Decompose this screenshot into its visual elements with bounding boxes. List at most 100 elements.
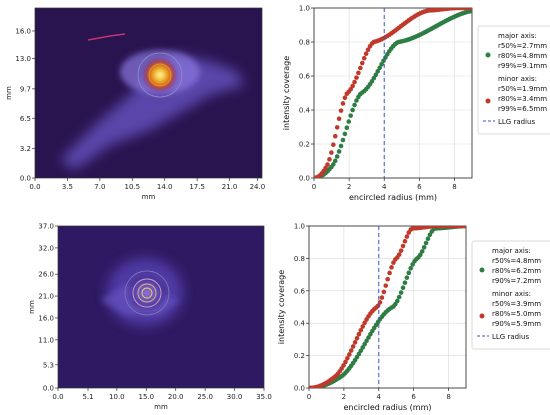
legend-major-marker [479,267,485,273]
x-tick-label: 8 [446,393,450,401]
y-tick-label: 0.2 [294,352,305,360]
y-tick-label: 16.0 [38,314,54,322]
legend-minor-title: minor axis: [492,290,531,298]
contour-ring-r80 [137,283,157,303]
data-point-minor [348,348,354,353]
x-tick-label: 4 [382,183,387,191]
legend-major-title: major axis: [492,247,531,255]
x-tick-label: 0 [307,393,311,401]
x-tick-label: 10.5 [124,183,140,191]
data-point-major [375,69,381,74]
data-point-minor [346,352,352,357]
y-tick-label: 1.0 [294,223,305,231]
data-point-major [377,65,382,71]
x-tick-label: 30.0 [227,393,243,401]
data-point-major [373,72,379,78]
data-point-minor [363,51,369,57]
data-point-major [394,298,400,304]
series-group [309,226,466,388]
legend-box [471,240,550,350]
y-axis-label: intensity coverage [277,270,286,344]
x-tick-label: 21.0 [222,183,238,191]
beam-image-bottom-core [127,275,167,311]
y-tick-label: 32.0 [38,244,54,252]
legend-minor-line: r99%=6.5mm [498,105,547,113]
legend-minor-marker [479,313,485,319]
x-tick-label: 8 [452,183,456,191]
data-point-minor [385,276,390,282]
legend-major-line: r80%=4.8mm [498,52,547,60]
data-point-minor [362,320,367,326]
data-point-minor [340,101,346,106]
x-tick-label: 5.1 [82,393,93,401]
data-point-major [404,275,410,280]
data-point-minor [342,95,348,101]
data-point-major [417,252,423,258]
y-tick-label: 37.0 [38,223,54,231]
x-tick-label: 0.0 [52,393,63,401]
data-point-minor [468,8,472,11]
data-point-major [348,113,353,118]
data-point-minor [360,324,366,329]
data-point-minor [350,344,356,349]
data-point-minor [336,116,342,122]
contour-ring-r99 [137,52,183,98]
legend-major-line: r50%=4.8mm [492,257,541,265]
data-point-minor [398,248,404,253]
data-point-minor [356,331,362,337]
data-point-major [342,131,348,137]
y-tick-label: 0.6 [294,287,306,295]
legend-major-line: r80%=6.2mm [492,267,541,275]
y-tick-label: 11.0 [38,336,54,344]
data-point-minor [343,359,348,365]
legend-llg-label: LLG radius [498,118,535,126]
legend-major-line: r90%=7.2mm [492,277,541,285]
data-point-minor [354,75,359,80]
data-point-major [360,345,366,350]
contour-ring-outer [124,270,170,316]
legend-box [477,25,550,135]
y-tick-label: 0.6 [299,73,311,81]
legend-minor-line: r50%=3.9mm [492,300,541,308]
data-point-minor [462,226,466,229]
data-point-major [398,290,404,295]
y-axis-label: mm [28,300,36,314]
data-point-minor [354,335,360,341]
data-point-major [334,154,340,159]
x-axis-label: encircled radius (mm) [344,403,432,412]
beam-image-top-streak [87,33,126,41]
beam-image-top-hotspot [142,57,178,93]
contour-ring-r80 [148,63,172,87]
y-tick-label: 3.2 [20,145,31,153]
x-axis-label: mm [154,403,168,411]
data-point-major [371,75,377,81]
x-tick-label: 6 [411,393,416,401]
plot-frame [313,7,473,179]
legend-llg-label: LLG radius [492,333,529,341]
data-point-minor [350,83,355,89]
beam-image-bottom-axes: 0.0 5.1 10.0 15.0 20.0 25.0 30.0 35.0 0.0 5.3 11.0… [28,223,272,412]
data-point-major [354,98,359,103]
coverage-plot-bottom: 0 2 4 6 8 0.0 0.2 0.4 0.6 0.8 1.0 encircled radius … [277,223,550,412]
legend-minor-line: r90%=5.9mm [492,320,541,328]
data-point-major [332,158,338,164]
data-point-minor [359,60,365,66]
legend-minor-line: r50%=1.9mm [498,85,547,93]
beam-image-top-glow [60,55,245,170]
data-point-major [408,266,414,271]
legend-major-line: r99%=9.1mm [498,62,547,70]
beam-image-bottom: 0.0 5.1 10.0 15.0 20.0 25.0 30.0 35.0 0.0 5.3 11.0… [28,223,272,412]
y-tick-label: 26.0 [38,271,54,279]
x-tick-label: 6 [417,183,422,191]
series-major [309,226,466,388]
data-point-minor [358,327,364,333]
x-tick-label: 0 [312,183,316,191]
data-point-major [344,125,350,131]
y-tick-label: 13.0 [15,55,31,63]
x-tick-label: 7.0 [94,183,105,191]
data-point-major [352,102,357,108]
data-point-minor [325,162,330,167]
data-point-major [400,285,406,291]
x-tick-label: 25.0 [197,393,213,401]
